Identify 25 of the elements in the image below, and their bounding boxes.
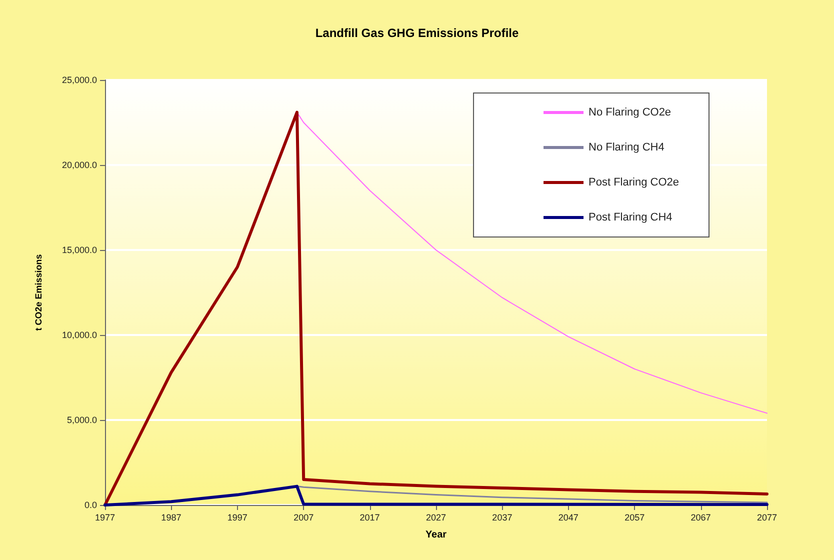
x-axis-title: Year — [425, 530, 447, 540]
y-tick-label: 10,000.0 — [62, 330, 97, 340]
x-tick-label: 2067 — [690, 512, 711, 522]
y-axis-title: t CO2e Emissions — [34, 254, 44, 331]
legend-label: No Flaring CO2e — [588, 106, 672, 118]
y-tick-label: 0.0 — [84, 500, 97, 510]
legend-label: Post Flaring CH4 — [588, 212, 672, 224]
legend-label: No Flaring CH4 — [588, 142, 664, 154]
x-tick-label: 2057 — [624, 512, 645, 522]
x-tick-label: 2017 — [360, 512, 380, 522]
x-tick-label: 2047 — [558, 512, 578, 522]
y-tick-label: 5,000.0 — [66, 415, 97, 425]
y-tick-label: 25,000.0 — [62, 75, 97, 85]
x-tick-label: 1987 — [161, 512, 182, 522]
x-tick-label: 1997 — [227, 512, 248, 522]
legend-label: Post Flaring CO2e — [588, 176, 680, 188]
x-tick-label: 2027 — [426, 512, 446, 522]
line-series — [296, 486, 768, 504]
x-tick-label: 2007 — [294, 512, 314, 522]
y-tick-label: 20,000.0 — [62, 160, 97, 170]
chart-title: Landfill Gas GHG Emissions Profile — [315, 26, 520, 40]
x-tick-label: 1977 — [94, 512, 116, 522]
x-tick-label: 2077 — [756, 512, 778, 522]
y-tick-label: 15,000.0 — [62, 245, 97, 255]
x-tick-label: 2037 — [492, 512, 512, 522]
